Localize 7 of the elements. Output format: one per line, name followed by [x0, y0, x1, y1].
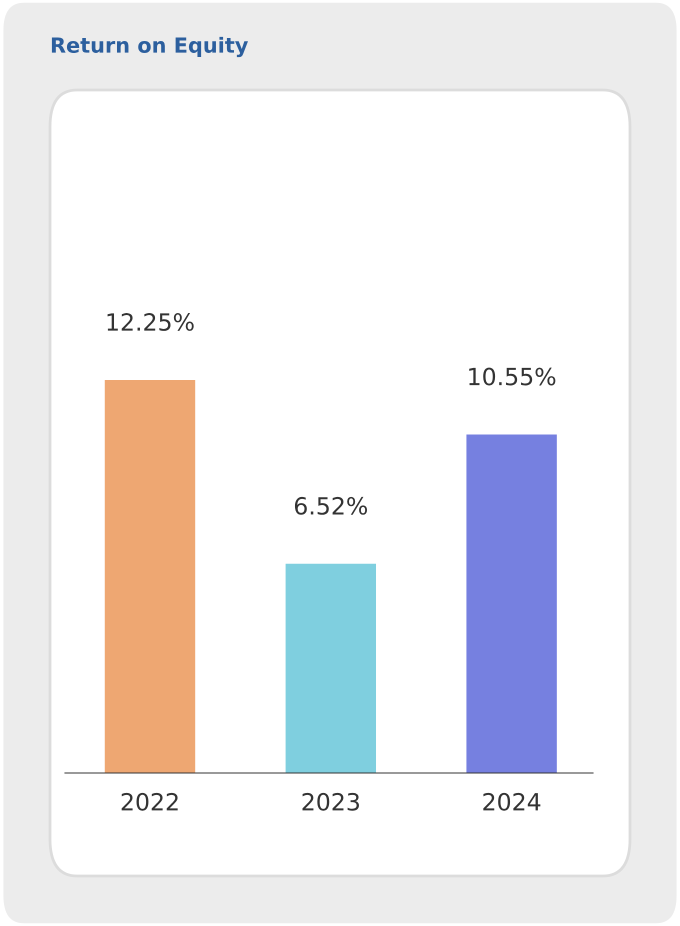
x-tick-label: 2024: [483, 792, 540, 811]
chart-title: Return on Equity: [52, 36, 248, 58]
x-tick-label: 2022: [122, 792, 178, 811]
data-label: 6.52%: [294, 496, 368, 515]
x-tick-label: 2023: [302, 792, 359, 811]
data-label: 10.55%: [469, 368, 556, 386]
data-label: 12.25%: [108, 313, 194, 331]
